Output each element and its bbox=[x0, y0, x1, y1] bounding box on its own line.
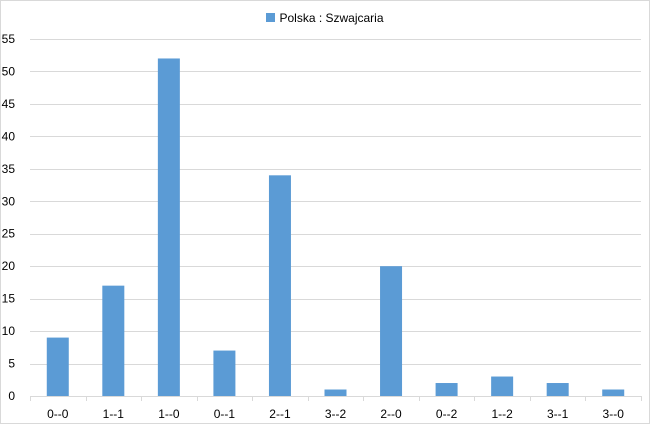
y-tick-label: 35 bbox=[2, 162, 16, 176]
x-tick-label: 0--2 bbox=[436, 407, 458, 421]
x-tick-label: 1--2 bbox=[491, 407, 513, 421]
gridlines bbox=[30, 39, 641, 365]
axes bbox=[30, 396, 642, 401]
bar bbox=[546, 383, 569, 396]
y-tick-label: 0 bbox=[8, 389, 15, 403]
y-tick-label: 55 bbox=[2, 32, 16, 46]
y-tick-label: 20 bbox=[2, 259, 16, 273]
x-tick-label: 0--0 bbox=[47, 407, 69, 421]
x-tick-label: 2--0 bbox=[380, 407, 402, 421]
legend-swatch bbox=[266, 13, 276, 22]
tick-labels: 0 5 10 15 20 25 30 35 40 45 50 55 0--0 1--1 1--0 0--1 2-… bbox=[2, 32, 625, 421]
bar bbox=[380, 266, 403, 396]
y-tick-label: 15 bbox=[2, 292, 16, 306]
y-tick-label: 40 bbox=[2, 129, 16, 143]
y-tick-label: 50 bbox=[2, 64, 16, 78]
x-tick-label: 2--1 bbox=[269, 407, 291, 421]
x-tick-label: 0--1 bbox=[214, 407, 236, 421]
x-tick-label: 3--1 bbox=[547, 407, 569, 421]
bar bbox=[435, 383, 458, 396]
x-tick-label: 1--1 bbox=[103, 407, 125, 421]
bar bbox=[46, 337, 69, 396]
x-tick-label: 1--0 bbox=[158, 407, 180, 421]
bar bbox=[602, 389, 625, 396]
bar bbox=[491, 376, 514, 396]
bar bbox=[268, 175, 291, 396]
legend: Polska : Szwajcaria bbox=[0, 11, 650, 25]
y-tick-label: 25 bbox=[2, 227, 16, 241]
legend-label: Polska : Szwajcaria bbox=[279, 11, 384, 25]
bar bbox=[324, 389, 347, 396]
y-tick-label: 5 bbox=[8, 357, 15, 371]
bar bbox=[213, 350, 236, 396]
x-tick-label: 3--2 bbox=[325, 407, 347, 421]
y-tick-label: 10 bbox=[2, 324, 16, 338]
bar bbox=[102, 285, 125, 396]
y-tick-label: 30 bbox=[2, 194, 16, 208]
bar bbox=[157, 58, 180, 397]
x-tick-label: 3--0 bbox=[603, 407, 625, 421]
y-tick-label: 45 bbox=[2, 97, 16, 111]
bars bbox=[46, 58, 625, 397]
